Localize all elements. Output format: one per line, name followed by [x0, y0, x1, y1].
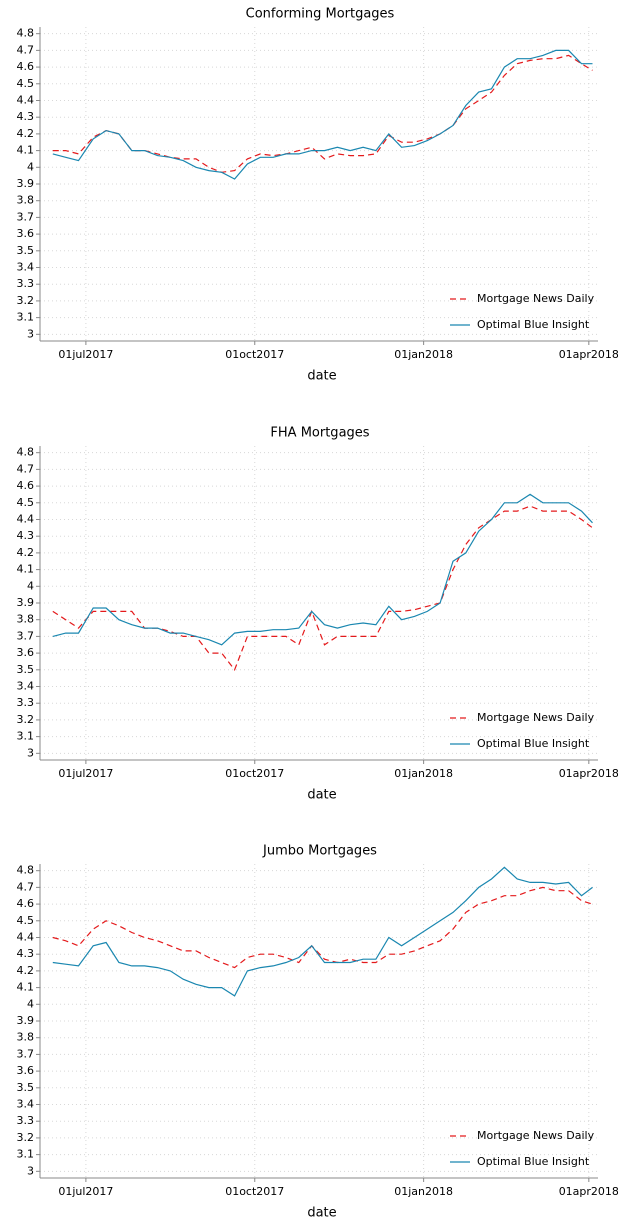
- y-tick-label: 3.3: [17, 696, 35, 709]
- y-tick-label: 3.4: [17, 261, 35, 274]
- y-tick-label: 4.3: [17, 529, 35, 542]
- legend-label: Optimal Blue Insight: [477, 318, 590, 331]
- y-tick-label: 4.4: [17, 930, 35, 943]
- y-tick-label: 3.9: [17, 1014, 35, 1027]
- series-line: [52, 49, 593, 180]
- y-tick-label: 3.5: [17, 1081, 35, 1094]
- y-tick-label: 4.2: [17, 127, 35, 140]
- series-line: [52, 493, 593, 646]
- y-tick-label: 3.6: [17, 646, 35, 659]
- y-tick-label: 3.9: [17, 177, 35, 190]
- y-tick-label: 4.1: [17, 981, 35, 994]
- y-tick-label: 4.8: [17, 27, 35, 40]
- y-tick-label: 4: [27, 997, 34, 1010]
- x-axis-label: date: [307, 788, 336, 803]
- y-tick-label: 4.7: [17, 880, 35, 893]
- legend-label: Mortgage News Daily: [477, 1129, 595, 1142]
- y-tick-label: 4.1: [17, 563, 35, 576]
- x-tick-label: 01jul2017: [58, 767, 113, 780]
- y-tick-label: 4.8: [17, 864, 35, 877]
- x-tick-label: 01apr2018: [559, 767, 618, 780]
- y-tick-label: 4: [27, 160, 34, 173]
- y-tick-label: 3.3: [17, 277, 35, 290]
- y-tick-label: 4.1: [17, 144, 35, 157]
- legend-label: Optimal Blue Insight: [477, 737, 590, 750]
- y-tick-label: 3.7: [17, 1047, 35, 1060]
- y-tick-label: 3.1: [17, 730, 35, 743]
- y-tick-label: 3: [27, 746, 34, 759]
- y-tick-label: 4.6: [17, 897, 35, 910]
- x-tick-label: 01jan2018: [394, 348, 453, 361]
- y-tick-label: 3: [27, 327, 34, 340]
- legend-label: Mortgage News Daily: [477, 711, 595, 724]
- x-tick-label: 01jan2018: [394, 767, 453, 780]
- y-tick-label: 3.6: [17, 1064, 35, 1077]
- x-tick-label: 01oct2017: [225, 348, 284, 361]
- y-tick-label: 4.5: [17, 77, 35, 90]
- y-tick-label: 4.6: [17, 60, 35, 73]
- y-tick-label: 3.2: [17, 1131, 35, 1144]
- y-tick-label: 4.2: [17, 964, 35, 977]
- y-tick-label: 4.4: [17, 93, 35, 106]
- chart-title: Conforming Mortgages: [246, 7, 395, 22]
- y-tick-label: 4.6: [17, 479, 35, 492]
- x-tick-label: 01oct2017: [225, 767, 284, 780]
- y-tick-label: 4.4: [17, 512, 35, 525]
- y-tick-label: 3.5: [17, 244, 35, 257]
- y-tick-label: 4.2: [17, 546, 35, 559]
- chart-title: FHA Mortgages: [270, 426, 369, 441]
- series-line: [52, 505, 593, 672]
- y-tick-label: 4.7: [17, 43, 35, 56]
- series-line: [52, 866, 593, 997]
- y-tick-label: 4.5: [17, 496, 35, 509]
- y-tick-label: 3.9: [17, 596, 35, 609]
- y-tick-label: 3.5: [17, 663, 35, 676]
- y-tick-label: 3.8: [17, 613, 35, 626]
- x-tick-label: 01jul2017: [58, 1185, 113, 1198]
- x-tick-label: 01apr2018: [559, 348, 618, 361]
- series-line: [52, 886, 593, 969]
- y-tick-label: 3.7: [17, 210, 35, 223]
- legend-label: Optimal Blue Insight: [477, 1155, 590, 1168]
- y-tick-label: 3.1: [17, 1148, 35, 1161]
- y-tick-label: 3.3: [17, 1114, 35, 1127]
- y-tick-label: 3.2: [17, 294, 35, 307]
- y-tick-label: 4.8: [17, 446, 35, 459]
- y-tick-label: 4.3: [17, 110, 35, 123]
- y-tick-label: 4.5: [17, 914, 35, 927]
- chart-title: Jumbo Mortgages: [262, 844, 377, 859]
- y-tick-label: 3.8: [17, 194, 35, 207]
- y-tick-label: 3.8: [17, 1031, 35, 1044]
- x-tick-label: 01oct2017: [225, 1185, 284, 1198]
- y-tick-label: 4: [27, 579, 34, 592]
- x-tick-label: 01jul2017: [58, 348, 113, 361]
- legend-label: Mortgage News Daily: [477, 292, 595, 305]
- y-tick-label: 3: [27, 1164, 34, 1177]
- y-tick-label: 3.4: [17, 680, 35, 693]
- x-axis-label: date: [307, 369, 336, 384]
- y-tick-label: 3.4: [17, 1098, 35, 1111]
- y-tick-label: 3.1: [17, 311, 35, 324]
- series-line: [52, 54, 593, 173]
- x-tick-label: 01apr2018: [559, 1185, 618, 1198]
- x-axis-label: date: [307, 1206, 336, 1221]
- y-tick-label: 3.2: [17, 713, 35, 726]
- y-tick-label: 4.7: [17, 462, 35, 475]
- y-tick-label: 3.7: [17, 629, 35, 642]
- x-tick-label: 01jan2018: [394, 1185, 453, 1198]
- y-tick-label: 3.6: [17, 227, 35, 240]
- y-tick-label: 4.3: [17, 947, 35, 960]
